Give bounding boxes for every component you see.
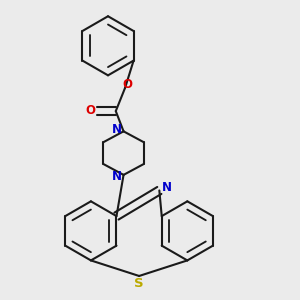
Text: S: S — [134, 277, 144, 290]
Text: N: N — [112, 170, 122, 183]
Text: N: N — [162, 182, 172, 194]
Text: O: O — [122, 78, 132, 91]
Text: O: O — [85, 104, 95, 117]
Text: N: N — [112, 123, 122, 136]
